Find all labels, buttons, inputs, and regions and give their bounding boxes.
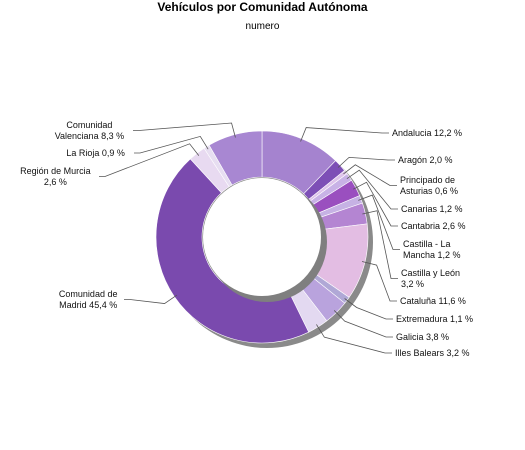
donut-hole <box>203 178 327 302</box>
slice-label: Canarias 1,2 % <box>401 204 463 214</box>
slice-label: Andalucia 12,2 % <box>392 128 462 138</box>
slice-label: Principado de Asturias 0,6 % <box>400 175 458 196</box>
leader-line <box>134 135 209 154</box>
leader-line <box>316 324 392 354</box>
leader-line <box>344 298 393 320</box>
leader-line <box>358 194 400 250</box>
leader-line <box>362 210 398 279</box>
slice-label: Comunidad Valenciana 8,3 % <box>55 120 124 141</box>
slice-label: Región de Murcia 2,6 % <box>20 166 91 187</box>
slice-label: La Rioja 0,9 % <box>66 148 125 158</box>
slice-label: Extremadura 1,1 % <box>396 314 473 324</box>
slice-label: Castilla y León 3,2 % <box>401 268 460 289</box>
slice-label: Aragón 2,0 % <box>398 155 453 165</box>
leader-line <box>343 164 397 186</box>
leader-line <box>337 156 395 168</box>
leader-line <box>361 261 397 302</box>
slice-label: Illes Balears 3,2 % <box>395 348 470 358</box>
slice-label: Cantabria 2,6 % <box>401 221 466 231</box>
slice-comunidad-valenciana <box>208 130 263 186</box>
slice-label: Castilla - La Mancha 1,2 % <box>403 239 461 260</box>
leader-line <box>300 127 389 142</box>
leader-line <box>333 310 393 338</box>
leader-line <box>346 169 398 210</box>
hole-center <box>203 178 321 296</box>
chart-subtitle: numero <box>245 21 280 32</box>
slice-label: Galicia 3,8 % <box>396 332 449 342</box>
slice-label: Comunidad de Madrid 45,4 % <box>59 289 118 310</box>
leader-line <box>124 294 178 304</box>
leader-lines-group <box>99 122 400 354</box>
labels-group: Andalucia 12,2 % Aragón 2,0 % Principado d… <box>20 120 473 358</box>
leader-line <box>133 122 236 138</box>
leader-line <box>353 181 398 227</box>
slice-label: Cataluña 11,6 % <box>400 296 466 306</box>
chart-title: Vehículos por Comunidad Autónoma <box>157 0 368 14</box>
leader-line <box>99 143 200 177</box>
